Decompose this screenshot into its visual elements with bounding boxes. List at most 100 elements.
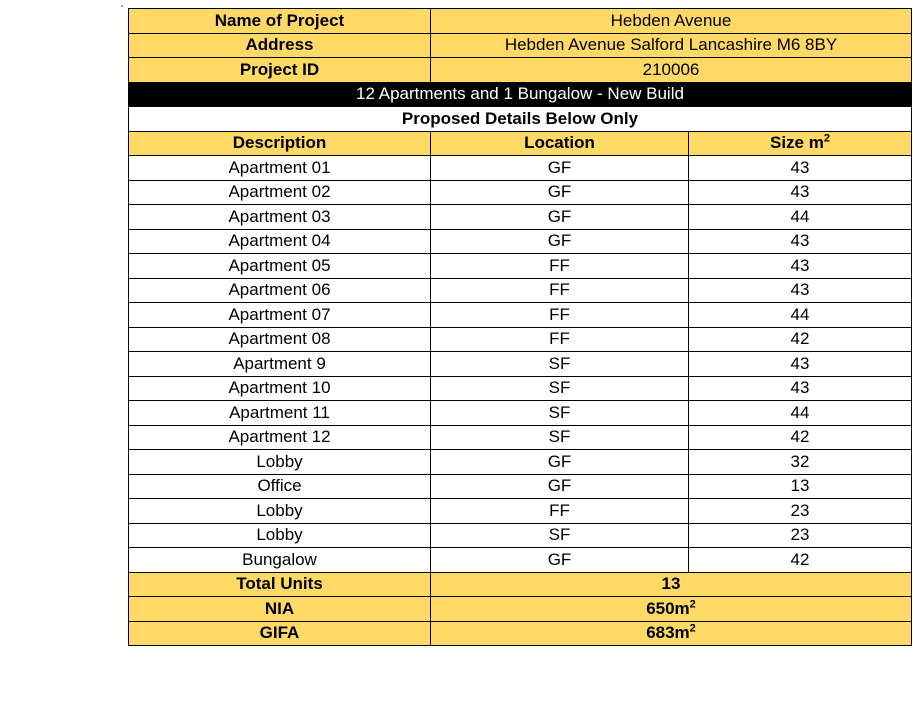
row-size: 44 <box>688 204 912 230</box>
row-description: Apartment 10 <box>128 375 431 401</box>
row-location: SF <box>430 424 689 450</box>
address-row: Address Hebden Avenue Salford Lancashire… <box>128 32 912 58</box>
column-header-location: Location <box>430 130 689 156</box>
row-description: Apartment 11 <box>128 400 431 426</box>
row-size: 43 <box>688 228 912 254</box>
table-row: Bungalow GF 42 <box>128 547 912 573</box>
row-location: SF <box>430 351 689 377</box>
row-description: Bungalow <box>128 547 431 573</box>
project-id-row: Project ID 210006 <box>128 57 912 83</box>
nia-label: NIA <box>128 596 431 622</box>
table-row: Apartment 01 GF 43 <box>128 155 912 181</box>
row-description: Apartment 05 <box>128 253 431 279</box>
row-size: 43 <box>688 375 912 401</box>
row-location: SF <box>430 522 689 548</box>
size-header-sup: 2 <box>823 132 830 145</box>
row-description: Lobby <box>128 522 431 548</box>
subheading: Proposed Details Below Only <box>128 106 912 132</box>
row-description: Apartment 06 <box>128 277 431 303</box>
row-size: 43 <box>688 179 912 205</box>
table-row: Apartment 08 FF 42 <box>128 326 912 352</box>
row-location: GF <box>430 228 689 254</box>
project-id-value: 210006 <box>430 57 912 83</box>
row-location: SF <box>430 375 689 401</box>
row-description: Lobby <box>128 449 431 475</box>
row-location: GF <box>430 204 689 230</box>
banner-title: 12 Apartments and 1 Bungalow - New Build <box>128 81 912 107</box>
row-location: GF <box>430 155 689 181</box>
row-size: 44 <box>688 400 912 426</box>
column-header-size: Size m2 <box>688 130 912 156</box>
row-location: GF <box>430 547 689 573</box>
nia-value-text: 650m <box>646 598 690 618</box>
address-label: Address <box>128 32 431 58</box>
table-row: Apartment 9 SF 43 <box>128 351 912 377</box>
row-description: Apartment 9 <box>128 351 431 377</box>
subheading-row: Proposed Details Below Only <box>128 106 912 132</box>
row-description: Apartment 12 <box>128 424 431 450</box>
row-size: 23 <box>688 498 912 524</box>
table-row: Office GF 13 <box>128 473 912 499</box>
row-size: 43 <box>688 253 912 279</box>
stray-mark: · <box>120 0 124 12</box>
row-size: 13 <box>688 473 912 499</box>
table-row: Apartment 05 FF 43 <box>128 253 912 279</box>
row-description: Apartment 08 <box>128 326 431 352</box>
project-name-row: Name of Project Hebden Avenue <box>128 8 912 34</box>
row-location: FF <box>430 277 689 303</box>
row-description: Apartment 02 <box>128 179 431 205</box>
name-value: Hebden Avenue <box>430 8 912 34</box>
size-header-text: Size m <box>770 133 824 153</box>
table-row: Apartment 11 SF 44 <box>128 400 912 426</box>
row-description: Office <box>128 473 431 499</box>
row-location: GF <box>430 179 689 205</box>
row-description: Lobby <box>128 498 431 524</box>
row-size: 43 <box>688 351 912 377</box>
table-row: Lobby SF 23 <box>128 522 912 548</box>
table-row: Apartment 02 GF 43 <box>128 179 912 205</box>
total-units-label: Total Units <box>128 571 431 597</box>
table-row: Apartment 04 GF 43 <box>128 228 912 254</box>
table-row: Apartment 12 SF 42 <box>128 424 912 450</box>
row-size: 42 <box>688 424 912 450</box>
total-units-row: Total Units 13 <box>128 571 912 597</box>
gifa-row: GIFA 683m2 <box>128 620 912 646</box>
table-row: Apartment 03 GF 44 <box>128 204 912 230</box>
column-header-row: Description Location Size m2 <box>128 130 912 156</box>
gifa-sup: 2 <box>689 622 696 635</box>
row-location: FF <box>430 302 689 328</box>
table-row: Lobby FF 23 <box>128 498 912 524</box>
row-size: 42 <box>688 547 912 573</box>
row-size: 23 <box>688 522 912 548</box>
row-description: Apartment 04 <box>128 228 431 254</box>
table-row: Lobby GF 32 <box>128 449 912 475</box>
row-size: 43 <box>688 155 912 181</box>
table-row: Apartment 06 FF 43 <box>128 277 912 303</box>
row-location: GF <box>430 449 689 475</box>
row-location: FF <box>430 253 689 279</box>
row-size: 32 <box>688 449 912 475</box>
row-description: Apartment 07 <box>128 302 431 328</box>
row-location: GF <box>430 473 689 499</box>
project-id-label: Project ID <box>128 57 431 83</box>
address-value: Hebden Avenue Salford Lancashire M6 8BY <box>430 32 912 58</box>
banner-row: 12 Apartments and 1 Bungalow - New Build <box>128 81 912 107</box>
row-location: FF <box>430 326 689 352</box>
row-size: 43 <box>688 277 912 303</box>
gifa-value: 683m2 <box>430 620 912 646</box>
row-location: FF <box>430 498 689 524</box>
nia-row: NIA 650m2 <box>128 596 912 622</box>
nia-sup: 2 <box>689 598 696 611</box>
row-size: 42 <box>688 326 912 352</box>
nia-value: 650m2 <box>430 596 912 622</box>
column-header-description: Description <box>128 130 431 156</box>
total-units-value: 13 <box>430 571 912 597</box>
row-size: 44 <box>688 302 912 328</box>
project-schedule-table: Name of Project Hebden Avenue Address He… <box>128 8 912 646</box>
name-label: Name of Project <box>128 8 431 34</box>
row-description: Apartment 01 <box>128 155 431 181</box>
table-row: Apartment 07 FF 44 <box>128 302 912 328</box>
table-row: Apartment 10 SF 43 <box>128 375 912 401</box>
gifa-value-text: 683m <box>646 623 690 643</box>
row-location: SF <box>430 400 689 426</box>
